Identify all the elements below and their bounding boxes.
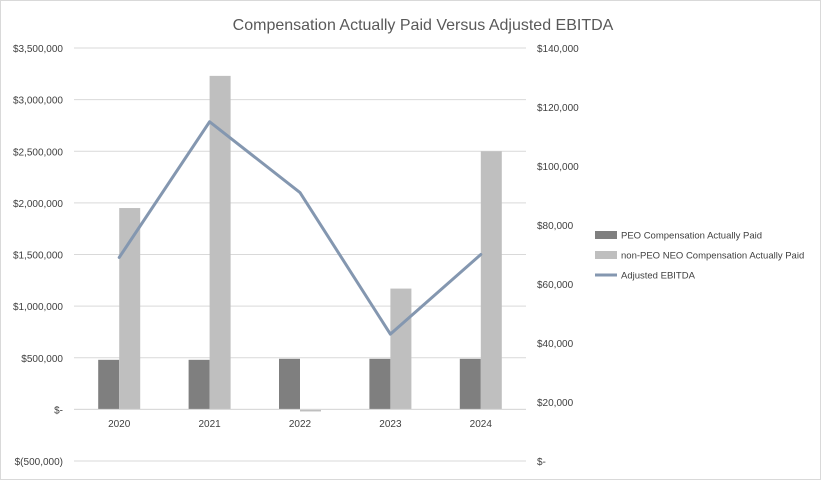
x-tick-label: 2021 [198, 419, 221, 430]
x-tick-label: 2024 [470, 419, 493, 430]
y-right-tick-label: $140,000 [537, 44, 579, 55]
bar-non-peo-2020 [119, 208, 141, 410]
bar-non-peo-2022 [300, 409, 321, 412]
legend-swatch [595, 251, 617, 259]
axes: $(500,000) $- $500,000 $1,000,000 $1,500,000… [13, 44, 579, 468]
adjusted-ebitda-line [117, 120, 483, 336]
y-right-tick-label: $20,000 [537, 398, 574, 409]
legend: PEO Compensation Actually Paid non-PEO NE… [595, 231, 804, 282]
bar-non-peo-2021 [209, 75, 231, 410]
legend-label: non-PEO NEO Compensation Actually Paid [621, 251, 804, 262]
bars [98, 75, 502, 412]
bar-peo-2020 [98, 359, 120, 410]
y-right-tick-label: $120,000 [537, 103, 579, 114]
y-right-tick-label: $100,000 [537, 162, 579, 173]
y-left-tick-label: $500,000 [21, 354, 63, 365]
y-left-tick-label: $- [54, 405, 63, 416]
legend-label: Adjusted EBITDA [621, 271, 696, 282]
legend-swatch [595, 231, 617, 239]
y-left-tick-label: $3,500,000 [13, 44, 63, 55]
x-tick-label: 2022 [289, 419, 312, 430]
y-left-tick-label: $2,500,000 [13, 147, 63, 158]
x-tick-label: 2023 [379, 419, 402, 430]
y-right-tick-label: $40,000 [537, 339, 574, 350]
bar-peo-2021 [188, 359, 210, 410]
y-left-tick-label: $(500,000) [15, 457, 63, 468]
y-left-tick-label: $1,000,000 [13, 302, 63, 313]
y-right-tick-label: $60,000 [537, 280, 574, 291]
bar-peo-2024 [459, 358, 481, 410]
y-left-tick-label: $3,000,000 [13, 96, 63, 107]
y-right-tick-label: $- [537, 457, 546, 468]
x-tick-label: 2020 [108, 419, 131, 430]
y-right-tick-label: $80,000 [537, 221, 574, 232]
bar-non-peo-2023 [390, 288, 412, 410]
y-left-tick-label: $2,000,000 [13, 199, 63, 210]
chart-title: Compensation Actually Paid Versus Adjust… [233, 17, 614, 34]
line-series [117, 120, 483, 336]
bar-non-peo-2024 [480, 151, 502, 410]
bar-peo-2023 [369, 358, 391, 410]
y-left-tick-label: $1,500,000 [13, 251, 63, 262]
bar-peo-2022 [279, 358, 300, 410]
legend-label: PEO Compensation Actually Paid [621, 231, 762, 242]
